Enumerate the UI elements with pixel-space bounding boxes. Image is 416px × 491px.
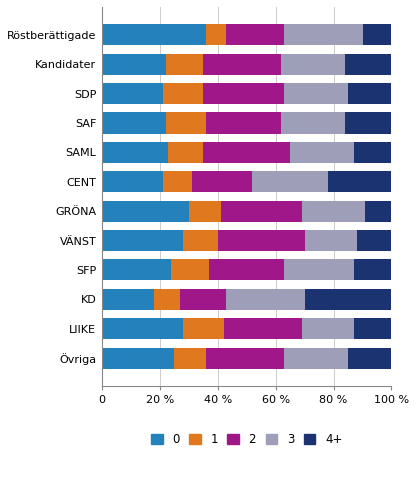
Bar [348,83,391,104]
Bar [183,230,218,251]
Bar [206,348,284,369]
Bar [102,259,171,280]
Bar [282,54,345,75]
Bar [284,24,362,45]
Legend: 0, 1, 2, 3, 4+: 0, 1, 2, 3, 4+ [148,430,346,450]
Bar [209,259,284,280]
Bar [354,142,391,163]
Bar [365,200,391,222]
Bar [192,171,253,192]
Bar [348,348,391,369]
Bar [357,230,391,251]
Bar [354,259,391,280]
Bar [284,348,348,369]
Bar [102,83,163,104]
Bar [220,200,302,222]
Bar [180,289,226,310]
Bar [174,348,206,369]
Bar [102,289,154,310]
Bar [206,24,226,45]
Bar [223,318,302,339]
Bar [102,142,168,163]
Bar [284,259,354,280]
Bar [163,171,192,192]
Bar [102,54,166,75]
Bar [354,318,391,339]
Bar [102,24,206,45]
Bar [189,200,220,222]
Bar [226,24,284,45]
Bar [102,318,183,339]
Bar [362,24,391,45]
Bar [302,200,365,222]
Bar [284,83,348,104]
Bar [282,112,345,134]
Bar [253,171,328,192]
Bar [290,142,354,163]
Bar [203,54,282,75]
Bar [166,112,206,134]
Bar [168,142,203,163]
Bar [226,289,305,310]
Bar [302,318,354,339]
Bar [305,289,391,310]
Bar [102,348,174,369]
Bar [102,230,183,251]
Bar [345,54,391,75]
Bar [154,289,180,310]
Bar [163,83,203,104]
Bar [345,112,391,134]
Bar [203,83,284,104]
Bar [206,112,282,134]
Bar [171,259,209,280]
Bar [102,171,163,192]
Bar [305,230,357,251]
Bar [102,112,166,134]
Bar [328,171,391,192]
Bar [183,318,223,339]
Bar [102,200,189,222]
Bar [203,142,290,163]
Bar [166,54,203,75]
Bar [218,230,305,251]
